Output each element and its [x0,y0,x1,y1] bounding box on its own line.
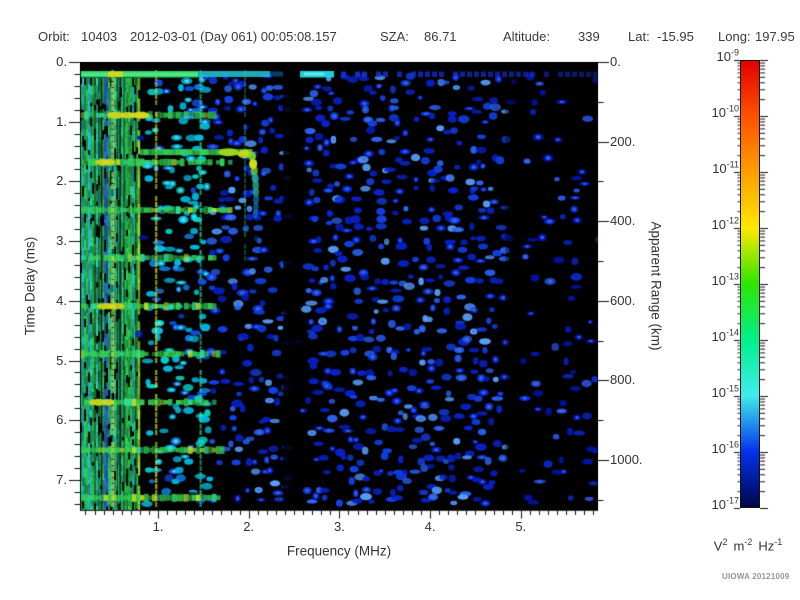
datetime-text: 2012-03-01 (Day 061) 00:05:08.157 [130,29,337,44]
x-tick-label: 5. [515,519,527,534]
y-tick-label: 0. [56,54,67,69]
long-label: Long: [718,29,751,44]
orbit-label: Orbit: [38,29,70,44]
unit-v: V [713,538,723,554]
colorbar-tick-label: 10-17 [711,495,739,512]
colorbar-tick-label: 10-10 [711,103,739,120]
colorbar-tick-label: 10-14 [711,327,739,344]
y-tick-label: 5. [56,352,67,368]
orbit-value: 10403 [81,29,118,44]
colorbar-tick-label: 10-15 [711,383,739,400]
y-tick-label: 1. [56,113,67,129]
unit-m: m [733,538,745,554]
colorbar-tick-label: 10-9 [716,47,739,64]
x-tick-label: 2. [243,519,255,534]
unit-v-exp: 2 [722,537,728,548]
y2-tick-label: 400. [610,213,636,229]
y2-axis-title: Apparent Range (km) [648,221,664,351]
y-tick-label: 7. [56,471,67,487]
y2-tick-label: 0. [610,54,621,69]
y-axis-title: Time Delay (ms) [22,236,38,336]
lat-value: -15.95 [657,29,694,44]
spectrogram-canvas [80,62,598,510]
long-value: 197.95 [755,29,795,44]
sza-value: 86.71 [424,29,457,44]
colorbar-tick-label: 10-16 [711,439,739,456]
colorbar-tick-label: 10-11 [712,159,739,176]
x-tick-label: 1. [152,519,164,534]
colorbar-tick-label: 10-12 [711,215,739,232]
sza-label: SZA: [380,29,409,44]
y-tick-label: 4. [56,292,67,308]
x-tick-label: 4. [424,519,436,534]
lat-label: Lat: [628,29,650,44]
colorbar-unit-label: V2 m-2 Hz-1 [713,537,783,554]
y-tick-label: 2. [56,173,67,189]
watermark-credit: UIOWA 20121009 [722,572,790,581]
y2-tick-label: 600. [610,292,636,308]
altitude-label: Altitude: [503,29,550,44]
unit-hz: Hz [758,538,775,554]
y2-tick-label: 200. [610,133,636,149]
colorbar [740,60,760,508]
x-axis-title: Frequency (MHz) [286,543,392,559]
y-tick-label: 6. [56,412,67,428]
x-tick-label: 3. [333,519,345,534]
y2-tick-label: 800. [610,372,636,388]
y2-tick-label: 1000. [610,452,643,467]
colorbar-tick-label: 10-13 [711,271,739,288]
y-tick-label: 3. [56,233,67,249]
altitude-value: 339 [578,29,600,44]
unit-hz-exp: -1 [774,537,783,548]
unit-m-exp: -2 [744,537,753,548]
